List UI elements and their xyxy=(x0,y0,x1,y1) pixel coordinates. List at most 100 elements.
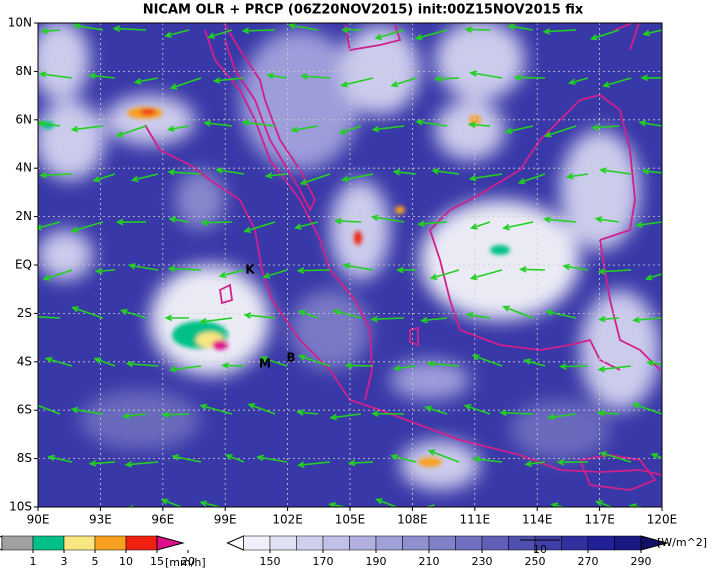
wind-arrow xyxy=(256,454,288,463)
wind-arrow xyxy=(334,217,362,225)
wind-arrow xyxy=(340,173,374,183)
axes: 90E 93E 96E 99E 102E 105E 108E 111E 114E 117E 120E… xyxy=(8,16,678,527)
wind-arrow xyxy=(161,411,190,419)
wind-arrow xyxy=(471,456,503,463)
wind-arrow xyxy=(88,72,116,80)
wind-arrow xyxy=(340,26,362,34)
wind-arrow xyxy=(465,311,491,319)
wind-arrow xyxy=(299,73,331,80)
wind-arrow xyxy=(599,167,632,175)
wind-arrow xyxy=(199,500,224,507)
wind-arrow xyxy=(332,308,362,319)
wind-arrow xyxy=(469,269,503,281)
colorbar-label: 1 xyxy=(30,555,37,568)
wind-arrow xyxy=(38,221,61,231)
wind-arrow xyxy=(112,25,147,32)
coastlines xyxy=(144,23,662,491)
wind-arrow xyxy=(243,221,276,233)
colorbar-cap xyxy=(226,535,244,551)
colorbar-unit: [mm/h] xyxy=(165,556,206,569)
wind-arrow xyxy=(635,221,662,228)
colorbar-label: 190 xyxy=(366,555,387,568)
colorbar-cap xyxy=(640,535,669,551)
wind-arrow xyxy=(166,125,190,132)
x-tick-label: 93E xyxy=(89,513,112,527)
wind-arrow xyxy=(130,173,159,183)
wind-arrow xyxy=(419,316,448,324)
wind-arrow xyxy=(513,74,546,81)
wind-arrow xyxy=(40,27,61,35)
colorbar-label: 290 xyxy=(631,555,652,568)
colorbar-cap xyxy=(0,535,3,551)
wind-arrow xyxy=(163,29,190,38)
wind-arrow xyxy=(371,410,405,417)
wind-arrow xyxy=(39,171,73,179)
wind-arrow xyxy=(471,354,503,367)
colorbar-segment xyxy=(508,535,536,551)
wind-arrow xyxy=(344,362,374,369)
y-tick-label: 2N xyxy=(15,209,32,223)
wind-arrow xyxy=(502,305,534,319)
colorbar-segment xyxy=(63,535,96,551)
map-area xyxy=(38,23,662,507)
colorbar-segment xyxy=(587,535,615,551)
colorbar-segment xyxy=(375,535,403,551)
wind-arrow xyxy=(374,498,399,507)
wind-arrow xyxy=(340,77,374,88)
x-tick-label: 99E xyxy=(214,513,237,527)
wind-arrow xyxy=(414,29,448,41)
colorbar-label: 20 xyxy=(181,555,195,568)
wind-arrow xyxy=(221,362,245,369)
wind-arrow xyxy=(597,315,620,323)
place-label: K xyxy=(245,263,255,277)
wind-arrow xyxy=(596,409,620,417)
wind-arrow xyxy=(38,71,73,79)
x-tick-label: 117E xyxy=(584,513,615,527)
wind-arrow xyxy=(599,451,632,463)
x-tick-label: 111E xyxy=(460,513,491,527)
place-label: M xyxy=(259,357,271,371)
wind-arrow xyxy=(38,120,61,127)
wind-arrow xyxy=(424,405,448,415)
wind-arrow xyxy=(42,269,73,281)
wind-arrow xyxy=(296,267,331,274)
wind-arrow xyxy=(71,306,104,319)
wind-arrow xyxy=(396,266,417,274)
wind-arrow xyxy=(567,77,589,85)
wind-arrow xyxy=(427,449,460,463)
wind-arrow xyxy=(93,357,116,367)
wind-arrow xyxy=(467,121,491,129)
wind-arrow xyxy=(427,504,436,507)
colorbar-label: 150 xyxy=(260,555,281,568)
colorbar-segment xyxy=(94,535,127,551)
colorbar-label: 250 xyxy=(525,555,546,568)
wind-arrow xyxy=(160,498,184,507)
wind-arrow xyxy=(293,221,319,230)
wind-arrow xyxy=(517,173,546,185)
wind-arrow xyxy=(434,75,460,83)
x-tick-label: 120E xyxy=(647,513,678,527)
wind-arrow xyxy=(650,452,662,460)
wind-arrow xyxy=(523,358,546,367)
wind-arrow xyxy=(631,402,662,415)
wind-arrow xyxy=(595,500,614,507)
wind-arrow xyxy=(241,27,276,34)
wind-arrow xyxy=(167,265,202,273)
wind-arrow xyxy=(499,409,534,417)
wind-arrow xyxy=(597,365,632,373)
wind-arrow xyxy=(589,29,620,41)
wind-arrow xyxy=(562,263,589,271)
wind-arrow xyxy=(72,23,104,31)
x-tick-label: 90E xyxy=(27,513,50,527)
colorbar-segment xyxy=(243,535,271,551)
wind-arrow xyxy=(70,406,104,415)
legends: 1 3 5 10 15 20[mm/h] 150 170 190 210 230 250 270 290 [… xyxy=(0,535,707,569)
wind-arrow xyxy=(559,363,589,370)
wind-arrow xyxy=(38,403,61,415)
wind-arrow xyxy=(264,172,288,179)
colorbar-label: 210 xyxy=(419,555,440,568)
wind-arrow xyxy=(374,29,405,40)
wind-arrow xyxy=(47,454,73,463)
wind-arrow xyxy=(468,173,503,182)
